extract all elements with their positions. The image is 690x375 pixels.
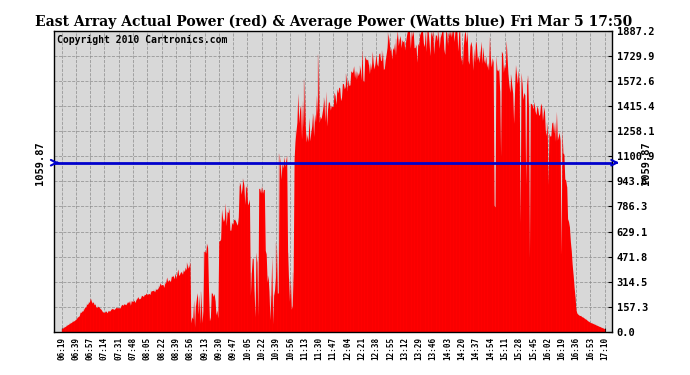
Title: East Array Actual Power (red) & Average Power (Watts blue) Fri Mar 5 17:50: East Array Actual Power (red) & Average … (34, 15, 632, 29)
Text: 1059.87: 1059.87 (35, 141, 45, 184)
Text: Copyright 2010 Cartronics.com: Copyright 2010 Cartronics.com (57, 35, 228, 45)
Text: 1059.87: 1059.87 (640, 141, 651, 184)
